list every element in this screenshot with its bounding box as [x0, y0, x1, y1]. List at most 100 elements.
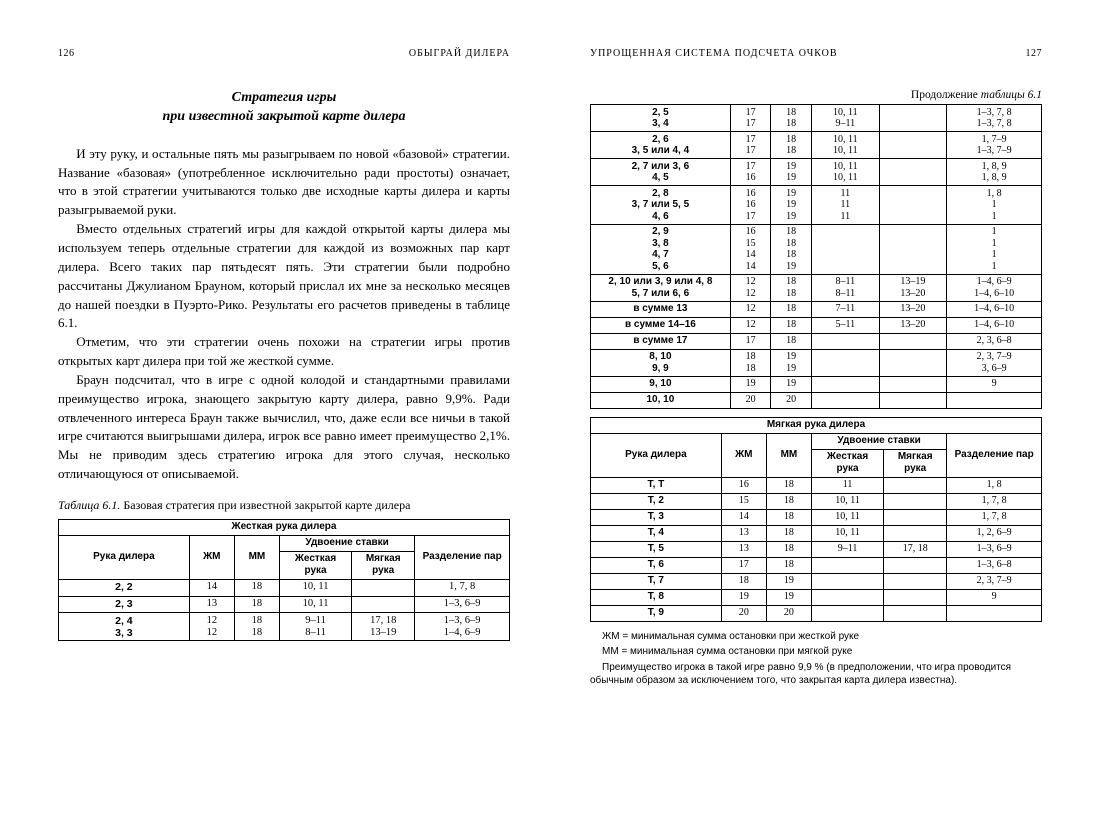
col-zhm: ЖМ — [189, 535, 234, 579]
cell-value: 10, 11 — [811, 525, 883, 541]
col-split: Разделение пар — [415, 535, 510, 579]
table-row: 2, 63, 5 или 4, 41717181810, 1110, 111, … — [591, 132, 1042, 159]
cell-value: 2, 3, 7–93, 6–9 — [947, 349, 1042, 376]
table-6-1-soft-hand: Мягкая рука дилера Рука дилера ЖМ ММ Удв… — [590, 417, 1042, 622]
cell-value — [811, 589, 883, 605]
cell-hand: Т, 7 — [591, 573, 722, 589]
table-row: 2, 43, 3121218189–118–1117, 1813–191–3, … — [59, 613, 510, 641]
cell-value: 9 — [947, 376, 1042, 392]
cell-value: 1–3, 6–91–4, 6–9 — [415, 613, 510, 641]
table-continuation-caption: Продолжение таблицы 6.1 — [590, 89, 1042, 101]
table-6-1-caption: Таблица 6.1. Базовая стратегия при извес… — [58, 498, 510, 513]
table-row: Т, 4131810, 111, 2, 6–9 — [591, 525, 1042, 541]
table-row: 2, 2141810, 111, 7, 8 — [59, 579, 510, 596]
section-title: Стратегия игры при известной закрытой ка… — [58, 89, 510, 127]
cell-value: 19 — [771, 376, 812, 392]
cell-value: 18 — [766, 541, 811, 557]
cell-value — [884, 493, 947, 509]
cell-hand: 2, 10 или 3, 9 или 4, 85, 7 или 6, 6 — [591, 274, 731, 301]
cell-value: 1818 — [234, 613, 279, 641]
cell-value: 1717 — [730, 105, 771, 132]
table-row: Т, 617181–3, 6–8 — [591, 557, 1042, 573]
cell-value: 1, 2, 6–9 — [947, 525, 1042, 541]
col-doubling: Удвоение ставки — [811, 433, 946, 449]
cell-value: 20 — [730, 392, 771, 408]
cell-value — [811, 557, 883, 573]
cell-hand: 2, 63, 5 или 4, 4 — [591, 132, 731, 159]
page-left: 126 ОБЫГРАЙ ДИЛЕРА Стратегия игры при из… — [0, 0, 550, 825]
cell-value: 18 — [771, 301, 812, 317]
section-title-line1: Стратегия игры — [232, 90, 337, 105]
cell-value: 20 — [721, 605, 766, 621]
cell-value: 1717 — [730, 132, 771, 159]
cell-value: 1818 — [730, 349, 771, 376]
cell-value: 17 — [721, 557, 766, 573]
cell-hand: в сумме 17 — [591, 333, 731, 349]
cell-value: 10, 11 — [279, 596, 351, 613]
cell-value: 1919 — [771, 159, 812, 186]
cell-value: 18 — [771, 317, 812, 333]
table-row: Т, 92020 — [591, 605, 1042, 621]
cell-hand: 2, 3 — [59, 596, 190, 613]
cell-hand: Т, 6 — [591, 557, 722, 573]
cell-value: 1, 8 — [947, 477, 1042, 493]
cell-value: 1818 — [771, 132, 812, 159]
cell-value: 9–118–11 — [279, 613, 351, 641]
table-row: Т, 513189–1117, 181–3, 6–9 — [591, 541, 1042, 557]
cell-value: 11 — [811, 477, 883, 493]
cell-value: 14 — [721, 509, 766, 525]
col-soft-hand: Мягкая рука — [884, 449, 947, 477]
table-row: в сумме 14–1612185–1113–201–4, 6–10 — [591, 317, 1042, 333]
cell-value — [879, 333, 947, 349]
paragraph: Браун подсчитал, что в игре с одной коло… — [58, 371, 510, 484]
table-soft-super-head: Мягкая рука дилера — [591, 417, 1042, 433]
cell-value: 18 — [766, 493, 811, 509]
cell-value: 1–4, 6–10 — [947, 301, 1042, 317]
cell-value: 20 — [766, 605, 811, 621]
col-hand: Рука дилера — [59, 535, 190, 579]
cell-hand: 2, 2 — [59, 579, 190, 596]
table-row: 2, 53, 41717181810, 119–111–3, 7, 81–3, … — [591, 105, 1042, 132]
cell-value: 1, 7–91–3, 7–9 — [947, 132, 1042, 159]
cell-hand: 8, 109, 9 — [591, 349, 731, 376]
cell-value: 13–20 — [879, 317, 947, 333]
cell-value: 1–3, 6–8 — [947, 557, 1042, 573]
cell-value — [884, 525, 947, 541]
cell-value — [884, 557, 947, 573]
cell-value: 19 — [730, 376, 771, 392]
table-row: в сумме 1312187–1113–201–4, 6–10 — [591, 301, 1042, 317]
col-hand: Рука дилера — [591, 433, 722, 477]
cell-value: 19 — [721, 589, 766, 605]
cell-value: 13 — [189, 596, 234, 613]
cell-hand: в сумме 14–16 — [591, 317, 731, 333]
cell-value: 1212 — [189, 613, 234, 641]
cell-value — [884, 509, 947, 525]
table-label: Таблица 6.1. — [58, 498, 120, 512]
col-mm: ММ — [234, 535, 279, 579]
cell-value: 18 — [771, 333, 812, 349]
cell-value — [879, 224, 947, 274]
table-row: Т, Т1618111, 8 — [591, 477, 1042, 493]
cell-hand: 2, 83, 7 или 5, 54, 6 — [591, 186, 731, 225]
table-row: Т, 718192, 3, 7–9 — [591, 573, 1042, 589]
footnote-line: ММ = минимальная сумма остановки при мяг… — [590, 645, 1042, 659]
cell-value — [811, 349, 879, 376]
cell-value: 18 — [721, 573, 766, 589]
cell-hand: 2, 53, 4 — [591, 105, 731, 132]
paragraph: Вместо отдельных стратегий игры для кажд… — [58, 220, 510, 333]
cell-value: 17, 18 — [884, 541, 947, 557]
table-row: 9, 1019199 — [591, 376, 1042, 392]
table-row: 10, 102020 — [591, 392, 1042, 408]
cell-value — [879, 105, 947, 132]
cell-value: 191919 — [771, 186, 812, 225]
cell-value: 1–4, 6–10 — [947, 317, 1042, 333]
cell-value: 1919 — [771, 349, 812, 376]
cell-value — [811, 333, 879, 349]
body-text: И эту руку, и остальные пять мы разыгрыв… — [58, 145, 510, 484]
col-hard-hand: Жесткая рука — [279, 551, 351, 579]
cell-value: 1, 8, 91, 8, 9 — [947, 159, 1042, 186]
cell-value: 13 — [721, 525, 766, 541]
cell-value: 1–3, 7, 81–3, 7, 8 — [947, 105, 1042, 132]
cell-value: 1111 — [947, 224, 1042, 274]
cont-prefix: Продолжение — [911, 89, 981, 101]
